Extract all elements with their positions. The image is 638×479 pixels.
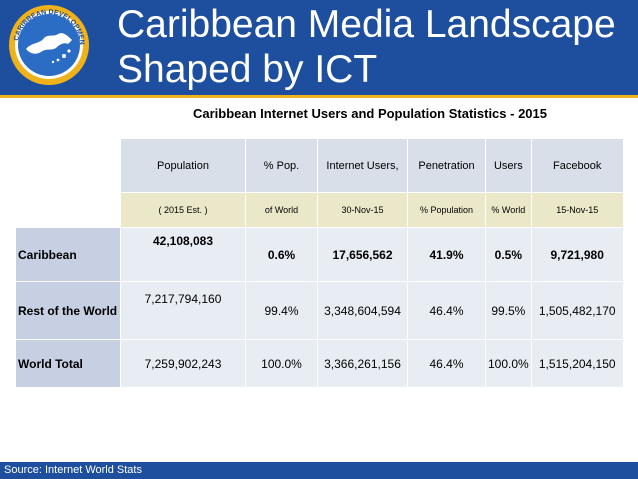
cell-pct-pop: 0.6% [245, 227, 318, 282]
cell-internet-users: 3,348,604,594 [317, 281, 408, 340]
footer-bar: Source: Internet World Stats [0, 462, 638, 479]
cell-pct-pop: 99.4% [245, 281, 318, 340]
corner-cell [15, 138, 121, 193]
cell-facebook: 1,515,204,150 [530, 339, 624, 388]
cell-facebook: 1,505,482,170 [530, 281, 624, 340]
table-row: Caribbean 42,108,083 0.6% 17,656,562 41.… [15, 227, 624, 282]
column-header-users: Users [485, 138, 532, 193]
cell-pct-pop: 100.0% [245, 339, 318, 388]
table-row: World Total 7,259,902,243 100.0% 3,366,2… [15, 339, 624, 388]
cell-internet-users: 17,656,562 [317, 227, 408, 282]
cell-penetration: 46.4% [407, 281, 486, 340]
header-row-primary: Population % Pop. Internet Users, Penetr… [15, 138, 624, 193]
slide-title-line-1: Caribbean Media Landscape [117, 3, 616, 46]
accent-divider [0, 95, 638, 98]
cell-users-pct-world: 0.5% [485, 227, 532, 282]
cell-population: 7,217,794,160 [120, 281, 246, 340]
table-caption: Caribbean Internet Users and Population … [193, 106, 547, 121]
cell-population: 7,259,902,243 [120, 339, 246, 388]
column-subheader-penetration: % Population [407, 192, 486, 228]
row-label-caribbean: Caribbean [15, 227, 121, 282]
title-banner [0, 0, 638, 95]
column-header-facebook: Facebook [530, 138, 624, 193]
column-header-internet-users: Internet Users, [317, 138, 408, 193]
caribbean-development-bank-logo-icon: CARIBBEAN DEVELOPMENT BANK [8, 4, 89, 85]
row-label-world-total: World Total [15, 339, 121, 388]
cell-population: 42,108,083 [120, 227, 246, 282]
column-header-population: Population [120, 138, 246, 193]
row-label-rest-of-world: Rest of the World [15, 281, 121, 340]
cell-internet-users: 3,366,261,156 [317, 339, 408, 388]
cell-penetration: 46.4% [407, 339, 486, 388]
corner-cell [15, 192, 121, 228]
column-subheader-internet-users: 30-Nov-15 [317, 192, 408, 228]
internet-stats-table: Population % Pop. Internet Users, Penetr… [15, 138, 624, 388]
cell-users-pct-world: 100.0% [485, 339, 532, 388]
column-subheader-facebook: 15-Nov-15 [530, 192, 624, 228]
cell-users-pct-world: 99.5% [485, 281, 532, 340]
column-subheader-population: ( 2015 Est. ) [120, 192, 246, 228]
slide-title-line-2: Shaped by ICT [117, 48, 378, 91]
cell-facebook: 9,721,980 [530, 227, 624, 282]
slide-title: Caribbean Media Landscape Shaped by ICT [117, 2, 627, 92]
cell-penetration: 41.9% [407, 227, 486, 282]
column-header-penetration: Penetration [407, 138, 486, 193]
column-subheader-pct-pop: of World [245, 192, 318, 228]
table-row: Rest of the World 7,217,794,160 99.4% 3,… [15, 281, 624, 340]
source-note: Source: Internet World Stats [4, 464, 142, 476]
column-subheader-users: % World [485, 192, 532, 228]
header-row-secondary: ( 2015 Est. ) of World 30-Nov-15 % Popul… [15, 192, 624, 228]
column-header-pct-pop: % Pop. [245, 138, 318, 193]
